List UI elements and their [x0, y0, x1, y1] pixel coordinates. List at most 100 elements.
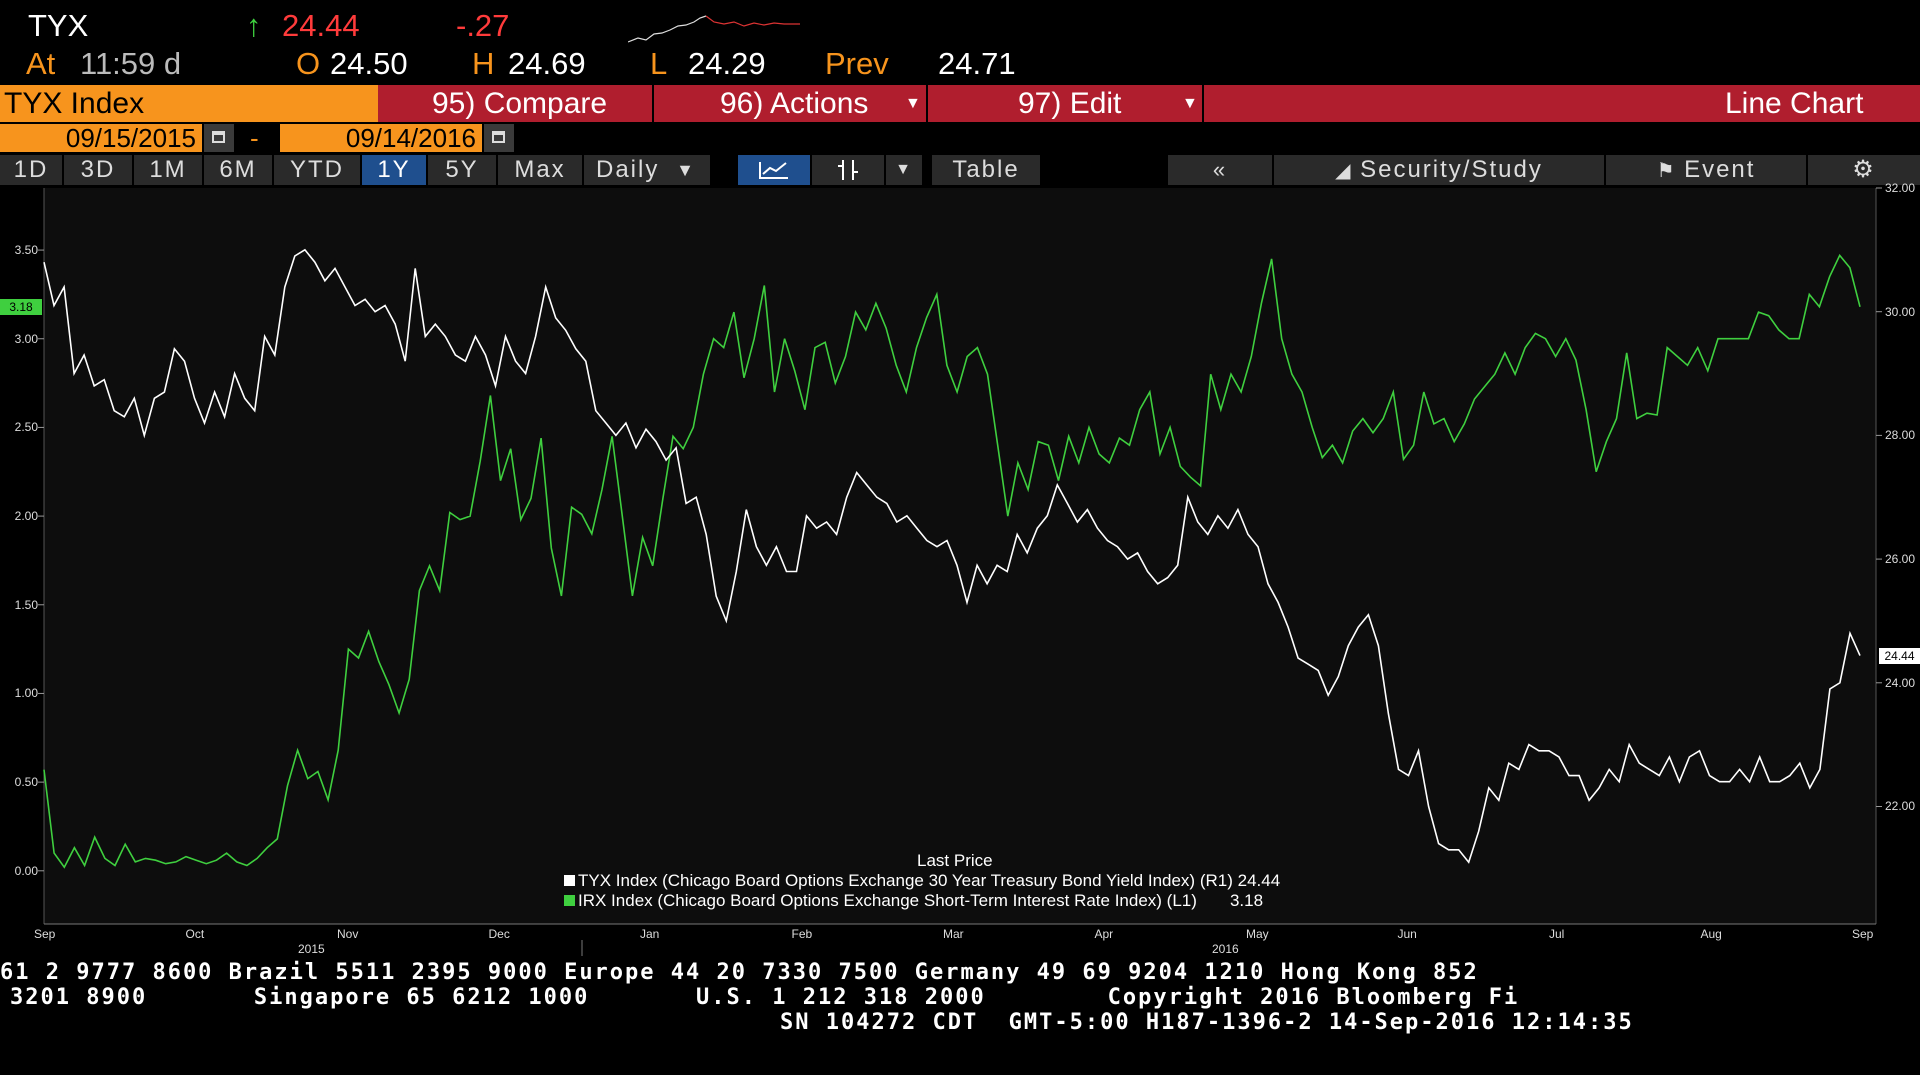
low-label: L	[650, 46, 668, 81]
function-bar: 95) Compare 96) Actions ▼ 97) Edit ▼ Lin…	[378, 85, 1920, 122]
series-tyx-line	[43, 248, 1861, 864]
x-tick-label: Aug	[1700, 927, 1722, 941]
right-tick-label: 28.00	[1885, 428, 1916, 443]
footer-contacts-line1: 61 2 9777 8600 Brazil 5511 2395 9000 Eur…	[0, 960, 1479, 985]
left-tick-label: 2.00	[14, 509, 38, 524]
legend-value-tyx: 24.44	[1237, 871, 1281, 890]
period-max-button[interactable]: Max	[498, 155, 582, 185]
period-5y-button[interactable]: 5Y	[428, 155, 496, 185]
open-label: O	[296, 46, 321, 81]
quote-time: 11:59 d	[80, 46, 182, 81]
right-tick-label: 24.00	[1885, 675, 1916, 690]
event-label: Event	[1684, 156, 1756, 183]
flag-icon: ⚑	[1656, 160, 1685, 182]
period-1d-button[interactable]: 1D	[0, 155, 62, 185]
right-tick-label: 30.00	[1885, 304, 1916, 319]
period-1y-button[interactable]: 1Y	[362, 155, 426, 185]
period-ytd-button[interactable]: YTD	[274, 155, 360, 185]
legend-label-tyx: TYX Index (Chicago Board Options Exchang…	[578, 871, 1233, 890]
x-tick-label: May	[1246, 927, 1269, 941]
x-tick-label: Nov	[337, 927, 359, 941]
period-6m-button[interactable]: 6M	[204, 155, 272, 185]
x-tick-label: Jun	[1397, 927, 1417, 941]
x-tick-label: Sep	[34, 927, 56, 941]
divider	[926, 85, 928, 122]
date-dash: -	[250, 123, 259, 153]
chevron-down-icon: ▼	[676, 160, 696, 180]
x-tick-label: Mar	[943, 927, 964, 941]
left-tick-label: 3.50	[14, 243, 38, 258]
period-1m-button[interactable]: 1M	[134, 155, 202, 185]
sparkline	[628, 15, 800, 43]
high-label: H	[472, 46, 495, 81]
footer-contacts-line2: 3201 8900 Singapore 65 6212 1000 U.S. 1 …	[10, 985, 1520, 1010]
actions-button[interactable]: 96) Actions	[720, 87, 869, 120]
frequency-dropdown[interactable]: Daily ▼	[584, 155, 710, 185]
x-tick-label: Apr	[1094, 927, 1114, 941]
security-field[interactable]: TYX Index	[0, 85, 378, 122]
open-value: 24.50	[330, 46, 408, 81]
chart-style-dropdown-icon[interactable]: ▼	[886, 155, 922, 185]
start-date-input[interactable]: 09/15/2015	[0, 124, 202, 152]
at-label: At	[26, 46, 56, 81]
left-tick-label: 1.00	[14, 686, 38, 701]
footer-session-line: SN 104272 CDT GMT-5:00 H187-1396-2 14-Se…	[780, 1010, 1634, 1035]
low-value: 24.29	[688, 46, 766, 81]
prev-value: 24.71	[938, 46, 1016, 81]
frequency-label: Daily	[596, 156, 660, 183]
study-icon: ◢	[1335, 160, 1361, 182]
left-tick-label: 1.50	[14, 597, 38, 612]
divider	[652, 85, 654, 122]
security-study-button[interactable]: ◢ Security/Study	[1274, 155, 1604, 185]
collapse-left-icon[interactable]: «	[1168, 155, 1272, 185]
up-arrow-icon: ↑	[246, 8, 262, 43]
event-button[interactable]: ⚑ Event	[1606, 155, 1806, 185]
legend-swatch-tyx	[564, 875, 575, 886]
ticker: TYX	[28, 8, 89, 43]
actions-dropdown-icon[interactable]: ▼	[905, 95, 921, 112]
year-label-2016: 2016	[1212, 942, 1239, 956]
left-tick-label: 0.50	[14, 775, 38, 790]
left-tick-label: 0.00	[14, 863, 38, 878]
calendar-icon[interactable]	[204, 124, 234, 152]
plot-area	[44, 188, 1876, 924]
edit-dropdown-icon[interactable]: ▼	[1182, 95, 1198, 112]
left-axis-ticks	[38, 249, 44, 872]
gear-icon[interactable]: ⚙	[1808, 155, 1920, 185]
legend-label-irx: IRX Index (Chicago Board Options Exchang…	[578, 891, 1197, 910]
x-tick-label: Jan	[640, 927, 660, 941]
sparkline-red	[705, 15, 800, 27]
year-label-2015: 2015	[298, 942, 325, 956]
x-tick-label: Sep	[1852, 927, 1874, 941]
x-tick-label: Dec	[488, 927, 510, 941]
legend-title: Last Price	[917, 851, 993, 870]
security-study-label: Security/Study	[1360, 156, 1543, 183]
tyx-last-badge: 24.44	[1879, 647, 1920, 664]
end-date-input[interactable]: 09/14/2016	[280, 124, 482, 152]
line-chart-icon[interactable]	[738, 155, 810, 185]
irx-last-badge: 3.18	[0, 298, 42, 315]
period-3d-button[interactable]: 3D	[64, 155, 132, 185]
calendar-icon[interactable]	[484, 124, 514, 152]
left-tick-label: 3.00	[14, 331, 38, 346]
left-tick-label: 2.50	[14, 420, 38, 435]
price-change: -.27	[456, 8, 510, 43]
edit-button[interactable]: 97) Edit	[1018, 87, 1122, 120]
legend-value-irx: 3.18	[1229, 891, 1264, 910]
compare-button[interactable]: 95) Compare	[432, 87, 608, 120]
table-button[interactable]: Table	[932, 155, 1040, 185]
divider	[1202, 85, 1204, 122]
series-irx-line	[43, 253, 1861, 869]
right-tick-label: 32.00	[1885, 181, 1916, 195]
legend-swatch-irx	[564, 895, 575, 906]
x-tick-label: Jul	[1549, 927, 1565, 941]
right-tick-label: 26.00	[1885, 552, 1916, 567]
right-tick-label: 22.00	[1885, 799, 1916, 814]
bar-chart-icon[interactable]	[812, 155, 884, 185]
high-value: 24.69	[508, 46, 586, 81]
legend-item-irx: IRX Index (Chicago Board Options Exchang…	[564, 891, 1263, 911]
last-price: 24.44	[282, 8, 360, 43]
legend-item-tyx: TYX Index (Chicago Board Options Exchang…	[564, 871, 1280, 891]
prev-label: Prev	[825, 46, 889, 81]
